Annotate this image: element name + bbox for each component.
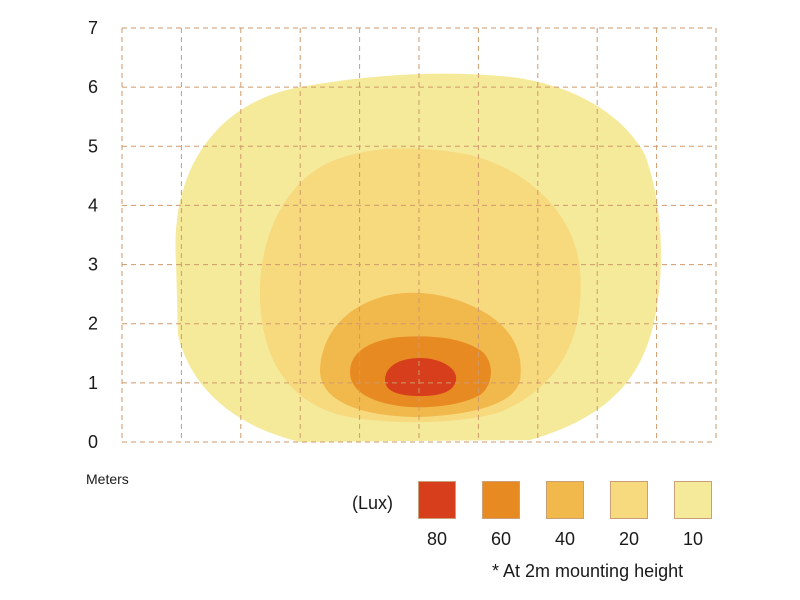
legend-swatch bbox=[610, 481, 648, 519]
legend-swatch bbox=[482, 481, 520, 519]
legend-item-40: 40 bbox=[546, 481, 584, 550]
y-tick-label: 6 bbox=[88, 77, 98, 97]
legend-value: 80 bbox=[426, 529, 448, 549]
y-tick-label: 0 bbox=[88, 432, 98, 452]
legend-item-20: 20 bbox=[610, 481, 648, 550]
legend-swatch bbox=[546, 481, 584, 519]
legend-value: 20 bbox=[618, 529, 640, 549]
grid-lines bbox=[121, 27, 717, 443]
y-tick-label: 3 bbox=[88, 255, 98, 275]
axis-unit-label: Meters bbox=[86, 471, 129, 487]
legend-item-10: 10 bbox=[674, 481, 712, 550]
contour-layer bbox=[175, 73, 662, 442]
footnote: * At 2m mounting height bbox=[492, 561, 684, 581]
legend-value: 40 bbox=[554, 529, 576, 549]
legend-item-60: 60 bbox=[482, 481, 520, 550]
y-tick-label: 2 bbox=[88, 314, 98, 334]
legend-swatch bbox=[674, 481, 712, 519]
y-tick-label: 7 bbox=[88, 18, 98, 38]
y-tick-label: 4 bbox=[88, 195, 98, 215]
legend-value: 10 bbox=[682, 529, 704, 549]
y-axis-ticks: 0 1 2 3 4 5 6 7 bbox=[88, 18, 98, 452]
contour-80-lux bbox=[385, 358, 457, 396]
y-tick-label: 1 bbox=[88, 373, 98, 393]
legend-value: 60 bbox=[490, 529, 512, 549]
legend-title: (Lux) bbox=[352, 493, 394, 513]
y-tick-label: 5 bbox=[88, 136, 98, 156]
legend-swatch bbox=[418, 481, 456, 519]
legend-item-80: 80 bbox=[418, 481, 456, 550]
